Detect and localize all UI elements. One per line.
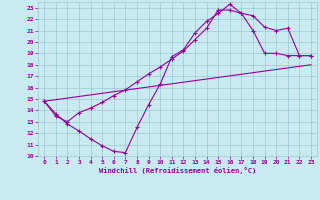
X-axis label: Windchill (Refroidissement éolien,°C): Windchill (Refroidissement éolien,°C) [99, 167, 256, 174]
